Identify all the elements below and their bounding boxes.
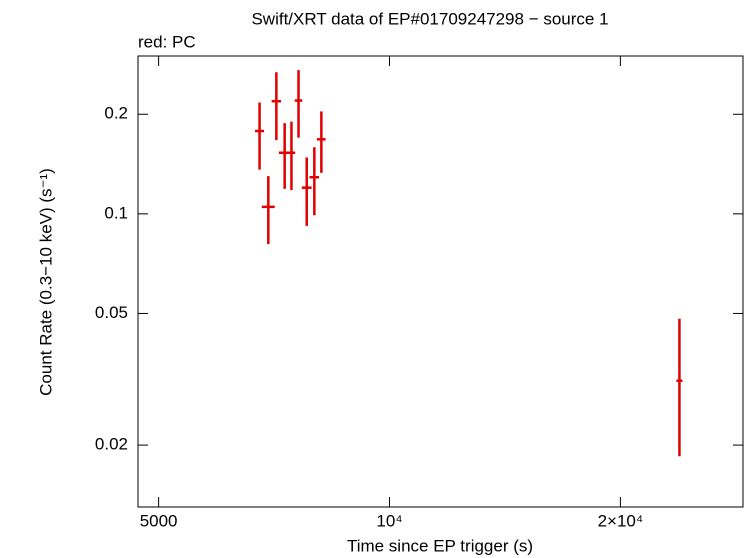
plot-frame <box>137 55 744 508</box>
x-tick-label: 5000 <box>140 511 178 530</box>
chart-title: Swift/XRT data of EP#01709247298 − sourc… <box>251 9 608 28</box>
y-tick-label: 0.1 <box>104 203 128 222</box>
y-tick-label: 0.2 <box>104 104 128 123</box>
y-axis-label: Count Rate (0.3−10 keV) (s⁻¹) <box>36 168 55 396</box>
x-axis-label: Time since EP trigger (s) <box>347 536 533 555</box>
chart-subtitle: red: PC <box>138 32 196 51</box>
x-tick-label: 2×10⁴ <box>598 511 644 530</box>
y-tick-label: 0.05 <box>95 303 128 322</box>
y-tick-label: 0.02 <box>95 435 128 454</box>
x-tick-label: 10⁴ <box>376 511 402 530</box>
